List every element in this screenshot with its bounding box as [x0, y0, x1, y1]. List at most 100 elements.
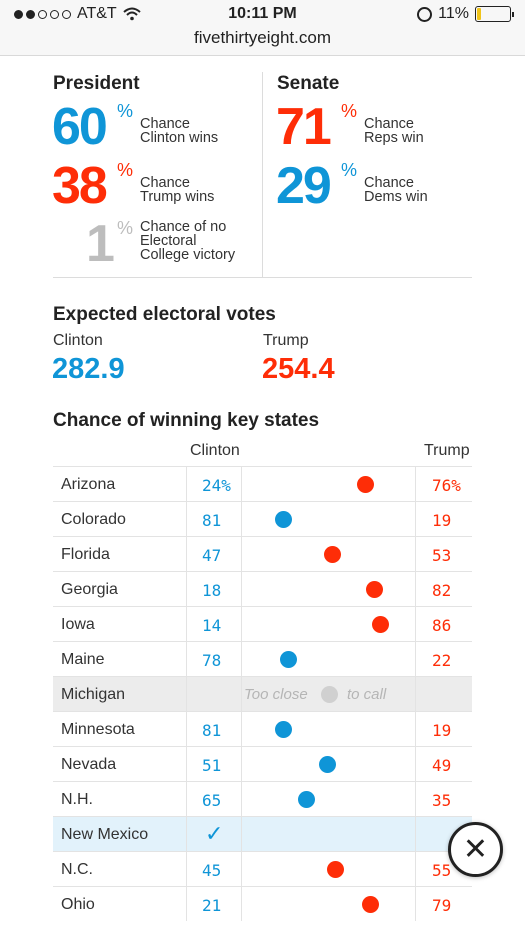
state-row[interactable]: Maine 78 22: [53, 641, 472, 676]
state-name: N.C.: [61, 861, 93, 878]
clinton-chance-value: 24%: [202, 476, 231, 495]
president-heading: President: [53, 73, 140, 94]
checkmark-icon: ✓: [205, 821, 224, 846]
trump-chance-note-2: Trump wins: [140, 189, 215, 205]
trump-chance-value: 79: [432, 896, 452, 915]
carrier-name: AT&T: [77, 5, 117, 22]
key-states-heading: Chance of winning key states: [53, 410, 320, 431]
no-victory-note-3: College victory: [140, 247, 236, 263]
state-name: New Mexico: [61, 826, 149, 843]
clinton-chance-value: 14: [202, 616, 222, 635]
key-states-table: Arizona 24% 76% Colorado 81 19 Florida 47 53 Geor…: [53, 466, 472, 921]
trump-chance-value: 53: [432, 546, 452, 565]
clinton-chance-value: 47: [202, 546, 222, 565]
chance-marker: [327, 861, 345, 878]
state-row[interactable]: Michigan Too close to call: [53, 676, 472, 711]
chance-marker: [275, 721, 293, 738]
electoral-clinton-value: 282.9: [52, 353, 125, 385]
trump-chance-value: 86: [432, 616, 452, 635]
state-name: Georgia: [61, 581, 118, 598]
clock: 10:11 PM: [228, 5, 297, 22]
chance-marker: [275, 511, 293, 528]
trump-chance-cell: 35: [415, 782, 472, 816]
clinton-chance-value: 65: [202, 791, 222, 810]
state-name: Iowa: [61, 616, 95, 633]
chance-marker: [324, 546, 342, 563]
clinton-chance-cell: 18: [186, 572, 242, 606]
battery-percent: 11%: [438, 5, 469, 22]
clinton-chance-cell: 24%: [186, 467, 242, 501]
clinton-chance-cell: 14: [186, 607, 242, 641]
clinton-chance-value: 45: [202, 861, 222, 880]
alarm-icon: [417, 6, 433, 22]
state-name: Maine: [61, 651, 105, 668]
electoral-heading: Expected electoral votes: [53, 304, 276, 325]
trump-chance-cell: 79: [415, 887, 472, 921]
chance-marker: [366, 581, 384, 598]
state-name: Nevada: [61, 756, 117, 773]
state-row[interactable]: Arizona 24% 76%: [53, 466, 472, 501]
clinton-chance-value: 78: [202, 651, 222, 670]
clinton-chance-value: 81: [202, 721, 222, 740]
trump-chance-value: 82: [432, 581, 452, 600]
dems-chance-pct: %: [341, 160, 358, 180]
state-name: Florida: [61, 546, 110, 563]
no-victory-chance-value: 1: [86, 215, 115, 273]
tossup-marker: [321, 686, 338, 703]
trump-chance-value: 55: [432, 861, 452, 880]
state-row[interactable]: Nevada 51 49: [53, 746, 472, 781]
clinton-chance-note-2: Clinton wins: [140, 130, 219, 146]
state-name: Ohio: [61, 896, 95, 913]
no-victory-chance-pct: %: [117, 218, 134, 238]
close-button[interactable]: ✕: [448, 822, 503, 877]
clinton-chance-cell: 51: [186, 747, 242, 781]
trump-chance-cell: 76%: [415, 467, 472, 501]
dems-chance-note-2: Dems win: [364, 189, 428, 205]
address-bar[interactable]: fivethirtyeight.com: [194, 28, 331, 47]
reps-chance-note-1: Chance: [364, 116, 414, 132]
chance-marker: [298, 791, 316, 808]
trump-chance-value: 19: [432, 511, 452, 530]
clinton-chance-cell: 45: [186, 852, 242, 886]
trump-chance-cell: 22: [415, 642, 472, 676]
electoral-trump-value: 254.4: [262, 353, 335, 385]
clinton-chance-cell: 78: [186, 642, 242, 676]
tossup-label-left: Too close: [244, 686, 308, 703]
state-row[interactable]: Colorado 81 19: [53, 501, 472, 536]
trump-chance-value: 49: [432, 756, 452, 775]
section-divider-horizontal: [53, 277, 472, 278]
trump-chance-cell: 55: [415, 852, 472, 886]
trump-chance-value: 38: [52, 157, 108, 215]
trump-chance-cell: 82: [415, 572, 472, 606]
clinton-chance-value: 81: [202, 511, 222, 530]
state-row[interactable]: New Mexico ✓: [53, 816, 472, 851]
chance-marker: [279, 651, 297, 668]
close-icon: ✕: [462, 833, 489, 866]
state-row[interactable]: Iowa 14 86: [53, 606, 472, 641]
trump-chance-cell: [415, 817, 472, 851]
clinton-chance-cell: 65: [186, 782, 242, 816]
state-row[interactable]: Georgia 18 82: [53, 571, 472, 606]
trump-chance-cell: 19: [415, 502, 472, 536]
trump-chance-value: 35: [432, 791, 452, 810]
signal-strength-icon: [14, 9, 71, 19]
no-victory-note-1: Chance of no: [140, 219, 227, 235]
state-row[interactable]: N.H. 65 35: [53, 781, 472, 816]
trump-chance-cell: 49: [415, 747, 472, 781]
dems-chance-note-1: Chance: [364, 175, 414, 191]
trump-chance-value: 19: [432, 721, 452, 740]
state-row[interactable]: Florida 47 53: [53, 536, 472, 571]
column-header-clinton: Clinton: [190, 442, 240, 459]
electoral-trump-label: Trump: [263, 332, 309, 349]
chance-marker: [357, 476, 375, 493]
clinton-chance-cell: ✓: [186, 817, 242, 851]
reps-chance-note-2: Reps win: [364, 130, 424, 146]
state-row[interactable]: N.C. 45 55: [53, 851, 472, 886]
trump-chance-cell: 19: [415, 712, 472, 746]
tossup-label-right: to call: [347, 686, 387, 703]
state-row[interactable]: Minnesota 81 19: [53, 711, 472, 746]
chance-marker: [371, 616, 389, 633]
state-row[interactable]: Ohio 21 79: [53, 886, 472, 921]
clinton-chance-note-1: Chance: [140, 116, 190, 132]
clinton-chance-cell: 81: [186, 502, 242, 536]
